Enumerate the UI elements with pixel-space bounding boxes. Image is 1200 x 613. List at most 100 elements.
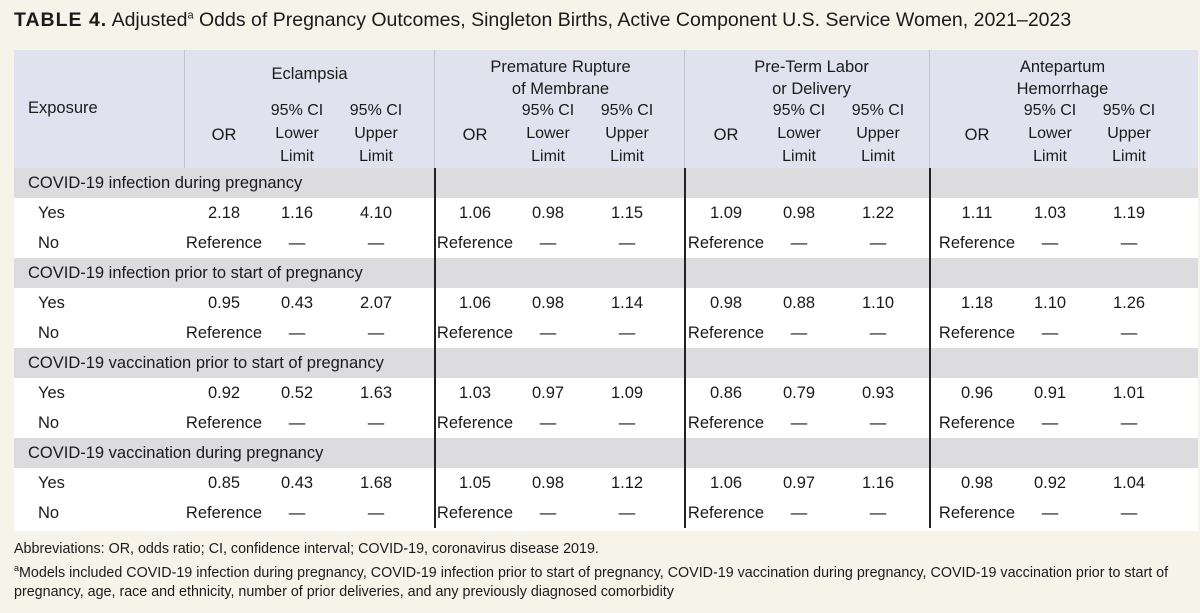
- table-cell: —: [288, 503, 306, 522]
- table-cell: Reference: [185, 503, 263, 522]
- row-label: No: [38, 233, 60, 252]
- title-prefix: Adjusted: [111, 9, 188, 31]
- table-cell: 1.18: [960, 293, 994, 312]
- outcome-header-2: Premature Rupture of Membrane: [435, 56, 686, 100]
- group-label: COVID-19 infection prior to start of pre…: [28, 263, 363, 282]
- table-cell: 0.88: [782, 293, 816, 312]
- row-label: Yes: [38, 293, 65, 312]
- sub-header-lower-limit: 95% CI Lower Limit: [515, 98, 581, 168]
- group-band: [14, 258, 1198, 288]
- header-divider: [434, 50, 435, 168]
- outcome-header-line2: or Delivery: [772, 80, 851, 98]
- table-cell: —: [790, 233, 808, 252]
- upper-limit-line: Upper: [856, 124, 900, 142]
- table-title: TABLE 4. Adjusteda Odds of Pregnancy Out…: [14, 9, 1071, 32]
- table-cell: 0.96: [960, 383, 994, 402]
- table-cell: 1.03: [458, 383, 492, 402]
- table-cell: —: [1120, 323, 1138, 342]
- table-cell: Reference: [436, 413, 514, 432]
- table-cell: 1.22: [861, 203, 895, 222]
- table-cell: 0.86: [709, 383, 743, 402]
- row-label: No: [38, 413, 60, 432]
- table-footnotes: Abbreviations: OR, odds ratio; CI, confi…: [14, 540, 1194, 602]
- table-cell: Reference: [938, 413, 1016, 432]
- table-cell: 0.98: [960, 473, 994, 492]
- table-cell: 0.43: [280, 473, 314, 492]
- header-divider: [684, 50, 685, 168]
- table-cell: —: [288, 323, 306, 342]
- table-cell: —: [618, 323, 636, 342]
- table-cell: 2.18: [207, 203, 241, 222]
- row-label: Yes: [38, 473, 65, 492]
- lower-limit-line: Limit: [782, 147, 816, 165]
- abbreviations-note: Abbreviations: OR, odds ratio; CI, confi…: [14, 541, 599, 557]
- group-band: [14, 438, 1198, 468]
- table-cell: Reference: [938, 233, 1016, 252]
- table-cell: Reference: [436, 323, 514, 342]
- sub-header-or: OR: [211, 125, 237, 144]
- sub-header-lower-limit: 95% CI Lower Limit: [1017, 98, 1083, 168]
- table-cell: —: [1041, 503, 1059, 522]
- table-cell: Reference: [185, 233, 263, 252]
- sub-header-lower-limit: 95% CI Lower Limit: [766, 98, 832, 168]
- table-cell: —: [1120, 413, 1138, 432]
- table-cell: —: [367, 233, 385, 252]
- table-cell: —: [539, 323, 557, 342]
- title-suffix: Odds of Pregnancy Outcomes, Singleton Bi…: [199, 9, 1072, 31]
- title-superscript: a: [187, 9, 194, 22]
- header-divider: [184, 50, 185, 168]
- lower-limit-line: 95% CI: [521, 101, 575, 119]
- exposure-header: Exposure: [28, 98, 98, 117]
- group-label: COVID-19 infection during pregnancy: [28, 173, 303, 192]
- footnote-text: Models included COVID-19 infection durin…: [14, 564, 1169, 600]
- sub-header-or: OR: [713, 125, 739, 144]
- table-cell: Reference: [687, 233, 765, 252]
- lower-limit-line: Lower: [275, 124, 319, 142]
- table-cell: 1.05: [458, 473, 492, 492]
- table-cell: 4.10: [359, 203, 393, 222]
- outcome-header-line1: Pre-Term Labor: [754, 58, 869, 76]
- lower-limit-line: Limit: [531, 147, 565, 165]
- table-cell: Reference: [436, 233, 514, 252]
- upper-limit-line: Limit: [359, 147, 393, 165]
- table-cell: —: [618, 233, 636, 252]
- sub-header-lower-limit: 95% CI Lower Limit: [264, 98, 330, 168]
- table-cell: —: [539, 233, 557, 252]
- table-cell: Reference: [938, 323, 1016, 342]
- table-cell: 0.97: [531, 383, 565, 402]
- table-cell: 1.09: [610, 383, 644, 402]
- row-label: Yes: [38, 203, 65, 222]
- table-cell: —: [539, 503, 557, 522]
- outcome-header-line2: of Membrane: [511, 80, 610, 98]
- row-label: No: [38, 323, 60, 342]
- sub-header-upper-limit: 95% CI Upper Limit: [832, 98, 924, 168]
- upper-limit-line: 95% CI: [600, 101, 654, 119]
- table-cell: 1.16: [280, 203, 314, 222]
- header-band: [14, 50, 1198, 168]
- table-cell: Reference: [436, 503, 514, 522]
- block-divider: [684, 168, 686, 528]
- table-cell: 1.26: [1112, 293, 1146, 312]
- table-cell: —: [618, 503, 636, 522]
- outcome-header-line2: Hemorrhage: [1016, 80, 1109, 98]
- table-cell: Reference: [185, 413, 263, 432]
- table-number: TABLE 4.: [14, 9, 108, 31]
- table-cell: 1.68: [359, 473, 393, 492]
- table-cell: 1.01: [1112, 383, 1146, 402]
- sub-header-or: OR: [964, 125, 990, 144]
- upper-limit-line: 95% CI: [851, 101, 905, 119]
- table-cell: —: [869, 503, 887, 522]
- table-cell: —: [288, 413, 306, 432]
- sub-header-upper-limit: 95% CI Upper Limit: [330, 98, 422, 168]
- lower-limit-line: Lower: [777, 124, 821, 142]
- upper-limit-line: Limit: [1112, 147, 1146, 165]
- table-cell: —: [1120, 233, 1138, 252]
- row-label: No: [38, 503, 60, 522]
- table-cell: 1.15: [610, 203, 644, 222]
- footnote-marker: a: [14, 563, 20, 573]
- table-cell: 0.79: [782, 383, 816, 402]
- table-cell: 1.63: [359, 383, 393, 402]
- odds-table: Exposure Eclampsia OR 95% CI Lower Limit 95% C…: [14, 50, 1198, 531]
- row-label: Yes: [38, 383, 65, 402]
- table-cell: 0.98: [531, 293, 565, 312]
